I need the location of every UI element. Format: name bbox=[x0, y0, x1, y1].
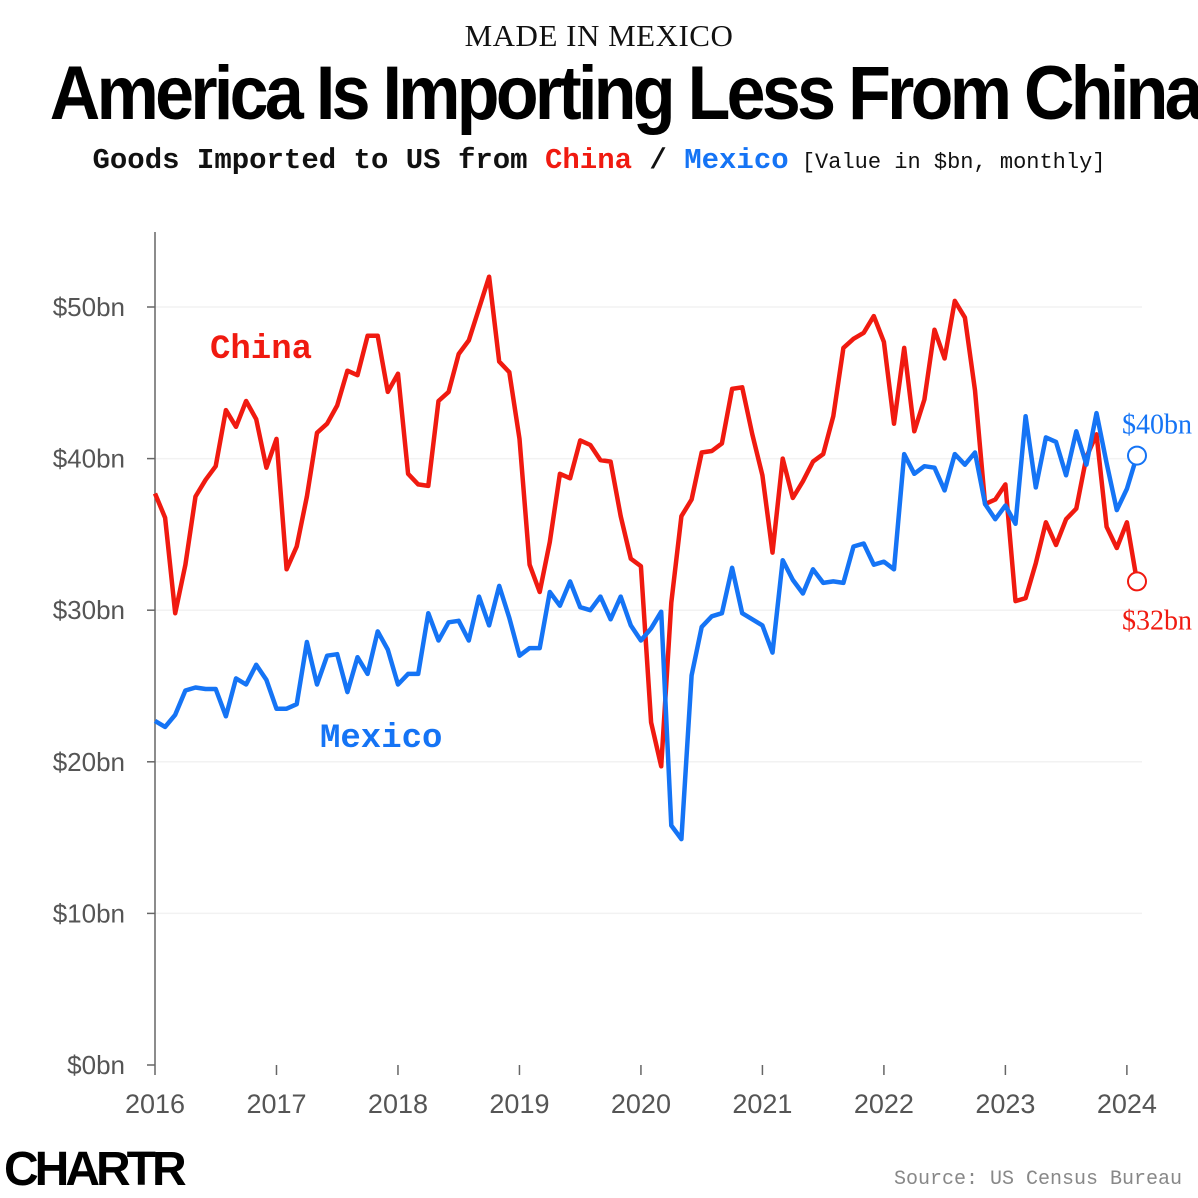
end-value-label: $40bn bbox=[1122, 410, 1192, 441]
x-tick-label: 2017 bbox=[246, 1089, 306, 1119]
subtitle-mexico: Mexico bbox=[684, 144, 789, 177]
chart-title-container: America Is Importing Less From China bbox=[0, 52, 1198, 136]
end-value-label: $32bn bbox=[1122, 605, 1192, 636]
y-tick-label: $40bn bbox=[53, 444, 125, 474]
y-tick-label: $0bn bbox=[67, 1050, 125, 1080]
chartr-logo: CHARTR bbox=[4, 1143, 187, 1196]
end-point-marker bbox=[1127, 571, 1147, 592]
series-line-china bbox=[152, 274, 1140, 769]
series-label-mexico: Mexico bbox=[320, 720, 442, 758]
subtitle-note: [Value in $bn, monthly] bbox=[788, 150, 1106, 175]
x-tick-label: 2020 bbox=[611, 1089, 671, 1119]
y-tick-label: $10bn bbox=[53, 898, 125, 928]
source-note: Source: US Census Bureau bbox=[893, 1168, 1182, 1191]
end-point-marker bbox=[1127, 445, 1147, 466]
subtitle-separator: / bbox=[632, 144, 685, 177]
y-tick-label: $30bn bbox=[53, 595, 125, 625]
chart-kicker: MADE IN MEXICO bbox=[464, 18, 734, 53]
subtitle-china: China bbox=[544, 144, 632, 177]
x-tick-label: 2023 bbox=[975, 1089, 1035, 1119]
x-tick-label: 2024 bbox=[1097, 1089, 1157, 1119]
y-tick-label: $20bn bbox=[53, 747, 125, 777]
x-tick-label: 2018 bbox=[368, 1089, 428, 1119]
y-tick-label: $50bn bbox=[53, 292, 125, 322]
chart-title: America Is Importing Less From China bbox=[49, 51, 1198, 136]
subtitle-prefix: Goods Imported to US from bbox=[92, 144, 545, 177]
chart-subtitle: Goods Imported to US from China / Mexico… bbox=[0, 144, 1198, 177]
x-tick-label: 2019 bbox=[489, 1089, 549, 1119]
series-label-china: China bbox=[210, 331, 312, 369]
x-tick-label: 2021 bbox=[732, 1089, 792, 1119]
x-tick-label: 2022 bbox=[854, 1089, 914, 1119]
x-tick-label: 2016 bbox=[125, 1089, 185, 1119]
series-line-mexico bbox=[153, 410, 1140, 842]
